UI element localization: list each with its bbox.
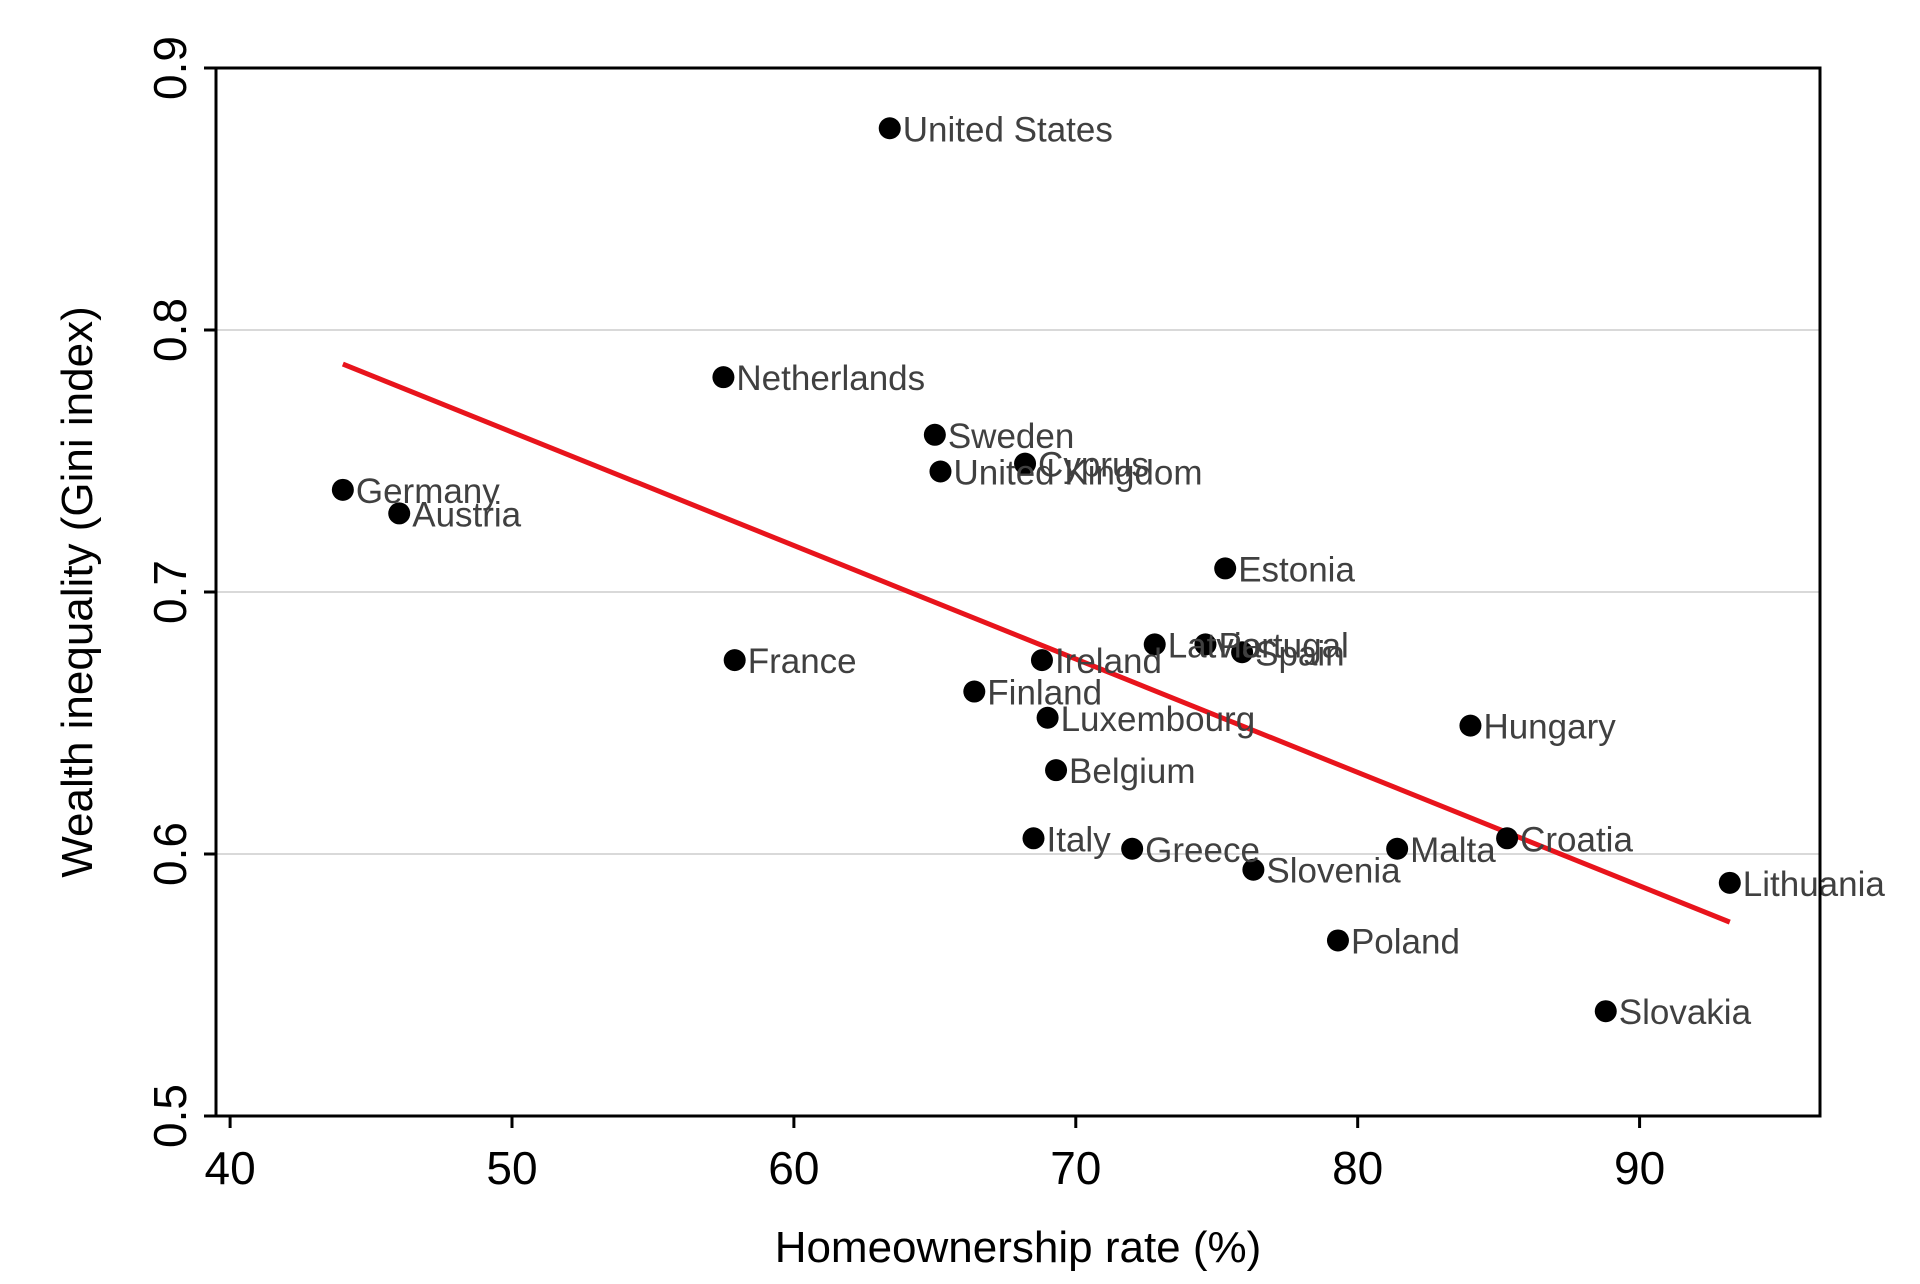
point-netherlands bbox=[712, 366, 735, 389]
point-estonia bbox=[1214, 557, 1237, 580]
x-axis: 40 50 60 70 80 90 bbox=[205, 1116, 1665, 1194]
point-united-kingdom bbox=[929, 460, 952, 483]
x-tick-label-1: 50 bbox=[486, 1142, 537, 1194]
point-label-united-states: United States bbox=[903, 110, 1113, 149]
x-tick-label-2: 60 bbox=[768, 1142, 819, 1194]
point-poland bbox=[1326, 929, 1349, 952]
point-spain bbox=[1231, 641, 1254, 664]
x-tick-label-5: 90 bbox=[1614, 1142, 1665, 1194]
point-label-malta: Malta bbox=[1410, 831, 1496, 870]
point-slovakia bbox=[1594, 1000, 1617, 1023]
x-tick-label-4: 80 bbox=[1332, 1142, 1383, 1194]
points-layer bbox=[331, 117, 1741, 1023]
point-croatia bbox=[1496, 827, 1519, 850]
y-tick-label-0: 0.5 bbox=[144, 1084, 196, 1148]
point-label-germany: Germany bbox=[356, 472, 500, 511]
y-tick-label-1: 0.6 bbox=[144, 822, 196, 886]
point-label-croatia: Croatia bbox=[1520, 820, 1633, 859]
y-tick-label-3: 0.8 bbox=[144, 298, 196, 362]
point-latvia bbox=[1143, 633, 1166, 656]
point-label-luxembourg: Luxembourg bbox=[1061, 700, 1256, 739]
point-label-poland: Poland bbox=[1351, 922, 1460, 961]
point-austria bbox=[388, 502, 411, 525]
point-slovenia bbox=[1242, 858, 1265, 881]
point-label-sweden: Sweden bbox=[948, 417, 1074, 456]
point-label-france: France bbox=[748, 642, 857, 681]
point-label-greece: Greece bbox=[1145, 831, 1260, 870]
point-label-slovenia: Slovenia bbox=[1266, 852, 1401, 891]
point-portugal bbox=[1194, 633, 1217, 656]
point-label-ireland: Ireland bbox=[1055, 642, 1162, 681]
y-tick-label-2: 0.7 bbox=[144, 560, 196, 624]
point-label-hungary: Hungary bbox=[1483, 708, 1616, 747]
point-label-netherlands: Netherlands bbox=[736, 359, 925, 398]
point-label-finland: Finland bbox=[987, 674, 1102, 713]
y-axis: 0.5 0.6 0.7 0.8 0.9 bbox=[144, 36, 216, 1148]
point-greece bbox=[1121, 837, 1144, 860]
point-label-belgium: Belgium bbox=[1069, 752, 1195, 791]
x-tick-label-0: 40 bbox=[205, 1142, 256, 1194]
point-label-united-kingdom: United Kingdom bbox=[953, 453, 1202, 492]
point-labels-layer: United States Netherlands SwedenCyprusUnit… bbox=[356, 110, 1886, 1032]
gridlines bbox=[216, 329, 1820, 855]
point-label-spain: Spain bbox=[1255, 634, 1345, 673]
point-label-portugal: Portugal bbox=[1218, 626, 1348, 665]
point-sweden bbox=[923, 423, 946, 446]
point-hungary bbox=[1459, 714, 1482, 737]
point-italy bbox=[1022, 827, 1045, 850]
point-ireland bbox=[1030, 649, 1053, 672]
point-united-states bbox=[878, 117, 901, 140]
point-label-slovakia: Slovakia bbox=[1619, 993, 1752, 1032]
y-axis-title: Wealth inequality (Gini index) bbox=[53, 306, 102, 877]
point-luxembourg bbox=[1036, 706, 1059, 729]
fit-line-layer bbox=[341, 361, 1731, 925]
point-finland bbox=[963, 680, 986, 703]
y-tick-label-4: 0.9 bbox=[144, 36, 196, 100]
point-france bbox=[723, 649, 746, 672]
point-malta bbox=[1386, 837, 1409, 860]
point-label-italy: Italy bbox=[1047, 820, 1112, 859]
point-label-estonia: Estonia bbox=[1238, 550, 1355, 589]
x-tick-label-3: 70 bbox=[1050, 1142, 1101, 1194]
x-axis-title: Homeownership rate (%) bbox=[775, 1223, 1262, 1272]
point-germany bbox=[331, 478, 354, 501]
fit-line bbox=[341, 361, 1731, 925]
point-cyprus bbox=[1014, 452, 1037, 475]
point-label-lithuania: Lithuania bbox=[1743, 865, 1886, 904]
point-label-latvia: Latvia bbox=[1168, 626, 1262, 665]
point-lithuania bbox=[1718, 871, 1741, 894]
point-label-austria: Austria bbox=[412, 495, 521, 534]
point-label-cyprus: Cyprus bbox=[1038, 446, 1149, 485]
point-belgium bbox=[1045, 759, 1068, 782]
